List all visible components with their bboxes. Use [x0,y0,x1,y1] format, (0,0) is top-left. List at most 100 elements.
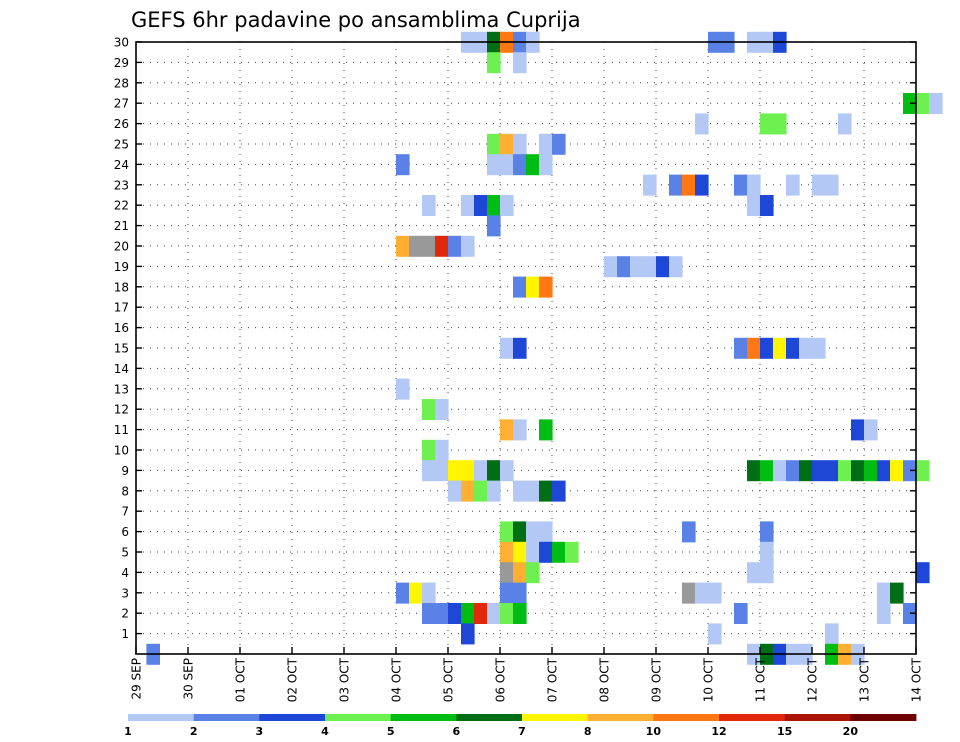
legend-swatch [587,714,654,721]
precip-cell [500,562,514,584]
precip-cell [877,460,891,482]
precip-cell [903,603,917,624]
precip-cell [669,256,683,278]
precip-cell [461,195,475,216]
precip-cell [487,52,501,74]
y-tick-label: 20 [114,240,129,254]
legend-label: 12 [711,725,726,738]
y-tick-label: 21 [114,219,129,233]
precip-cell [487,133,501,155]
precip-cell [695,582,709,604]
y-tick-label: 9 [121,464,129,478]
precip-cell [903,460,917,482]
legend-swatch [259,714,326,721]
chart-title: GEFS 6hr padavine po ansamblima Cuprija [131,8,581,32]
precip-cell [526,521,540,543]
precip-cell [474,195,488,216]
y-tick-label: 5 [121,546,129,560]
precip-cell [513,337,527,359]
precip-cell [786,337,800,359]
y-tick-label: 2 [121,607,129,621]
precip-cell [890,582,904,604]
precip-cell [851,419,865,441]
y-tick-label: 27 [114,97,129,111]
precip-cell [422,195,436,216]
precip-cell [513,52,527,74]
precip-cell [773,460,787,482]
precip-cell [643,256,657,278]
x-tick-label: 14 OCT [910,657,924,702]
precip-cell [396,582,410,604]
precip-cell [435,399,449,420]
precip-cell [435,439,449,461]
precip-cell [461,235,475,257]
precip-cell [773,113,787,135]
y-tick-label: 14 [114,362,129,376]
precip-cell [656,256,670,278]
precip-cell [903,93,917,114]
precip-cell [539,276,553,298]
legend-swatch [390,714,457,721]
legend-label: 15 [777,725,792,738]
legend-label: 7 [518,725,526,738]
y-tick-label: 28 [114,76,129,90]
legend-swatch [719,714,786,721]
precip-cell [487,460,501,482]
precip-cell [539,133,553,155]
legend-label: 3 [256,725,264,738]
precip-cell [422,603,436,624]
precip-cell [760,521,774,543]
precip-cell [799,337,813,359]
precip-cell [422,460,436,482]
y-tick-label: 18 [114,280,129,294]
precip-cell [487,480,501,502]
y-tick-label: 23 [114,178,129,192]
precip-cell [734,174,748,196]
precip-cell [916,93,930,114]
precip-cell [786,174,800,196]
precip-cell [799,460,813,482]
precip-cell [513,276,527,298]
precip-cell [838,113,852,135]
legend-swatch [193,714,260,721]
legend-swatch [653,714,720,721]
precip-cell [929,93,943,114]
y-tick-label: 17 [114,301,129,315]
y-tick-label: 22 [114,199,129,213]
precip-cell [812,460,826,482]
precip-cell [526,541,540,563]
precip-cell [500,154,514,176]
precip-cell [396,154,410,176]
precip-cell [513,521,527,543]
legend-label: 10 [646,725,662,738]
precip-cell [474,603,488,624]
precip-cell [760,195,774,216]
precip-cell [539,154,553,176]
precip-cell [487,215,501,237]
precip-cell [825,623,839,645]
precip-cell [682,582,696,604]
y-tick-label: 4 [121,566,129,580]
precip-cell [604,256,618,278]
precip-cell [916,562,930,584]
legend-swatch [325,714,392,721]
precip-cell [461,460,475,482]
precip-cell [773,337,787,359]
precip-cell [513,480,527,502]
x-tick-label: 30 SEP [182,658,196,700]
precip-cell [500,337,514,359]
precip-cell [500,541,514,563]
precip-cell [669,174,683,196]
y-tick-label: 12 [114,403,129,417]
y-axis: 1234567891011121314151617181920212223242… [114,36,916,641]
y-tick-label: 30 [114,36,129,50]
precip-cell [487,195,501,216]
precip-cells [146,31,943,665]
precip-cell [435,460,449,482]
precip-cell [526,562,540,584]
y-tick-label: 29 [114,56,129,70]
precip-cell [812,174,826,196]
precip-cell [461,623,475,645]
precip-cell [890,460,904,482]
precip-cell [552,133,566,155]
